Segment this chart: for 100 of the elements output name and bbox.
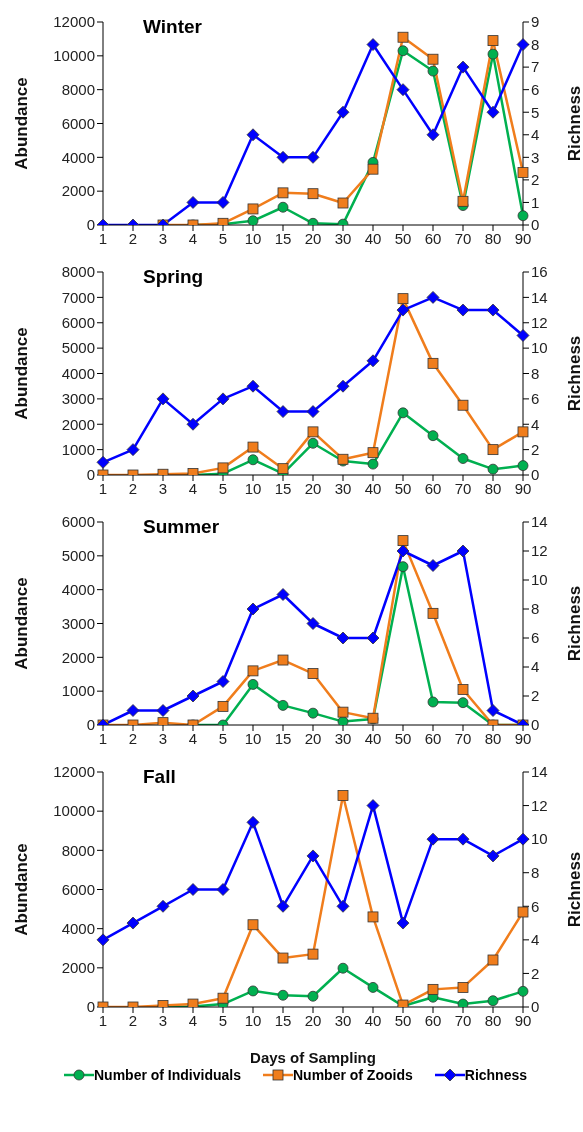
- y-tick-label: 2000: [61, 182, 95, 200]
- y-axis-title: Abundance: [12, 843, 32, 936]
- x-tick-label: 10: [244, 729, 262, 747]
- x-tick-label: 5: [218, 479, 228, 497]
- x-tick-label: 60: [424, 729, 442, 747]
- x-tick-label: 40: [364, 229, 382, 247]
- y2-tick-label: 8: [531, 864, 540, 882]
- x-tick-label: 15: [274, 229, 292, 247]
- x-tick-label: 90: [514, 479, 532, 497]
- y2-tick-label: 6: [531, 897, 540, 915]
- y-tick-label: 0: [86, 716, 95, 734]
- x-tick-label: 1: [98, 1011, 108, 1029]
- y-tick-label: 0: [86, 998, 95, 1016]
- y-tick-label: 3000: [61, 614, 95, 632]
- x-tick-label: 60: [424, 1011, 442, 1029]
- y2-tick-label: 12: [531, 542, 548, 560]
- y2-tick-label: 8: [531, 364, 540, 382]
- x-tick-label: 5: [218, 729, 228, 747]
- y-tick-label: 1000: [61, 440, 95, 458]
- y2-axis-title: Richness: [565, 585, 583, 662]
- y-tick-label: 0: [86, 466, 95, 484]
- x-axis-title: Days of Sampling: [250, 1049, 376, 1066]
- x-tick-label: 30: [334, 229, 352, 247]
- y-tick-label: 1000: [61, 682, 95, 700]
- y2-tick-label: 6: [531, 629, 540, 647]
- y2-tick-label: 2: [531, 440, 540, 458]
- x-tick-label: 20: [304, 729, 322, 747]
- y-tick-label: 4000: [61, 364, 95, 382]
- x-tick-label: 30: [334, 1011, 352, 1029]
- y-tick-label: 12000: [53, 763, 95, 781]
- x-tick-label: 2: [128, 1011, 138, 1029]
- x-tick-label: 40: [364, 729, 382, 747]
- x-tick-label: 50: [394, 729, 412, 747]
- x-tick-label: 90: [514, 729, 532, 747]
- x-tick-label: 10: [244, 1011, 262, 1029]
- x-tick-label: 15: [274, 729, 292, 747]
- y2-tick-label: 2: [531, 687, 540, 705]
- y-axis-title: Abundance: [12, 327, 32, 420]
- y-tick-label: 8000: [61, 841, 95, 859]
- y2-tick-label: 5: [531, 103, 540, 121]
- y-axis-title: Abundance: [12, 577, 32, 670]
- x-tick-label: 1: [98, 229, 108, 247]
- x-tick-label: 3: [158, 229, 168, 247]
- y-axis-title: Abundance: [12, 77, 32, 170]
- y2-tick-label: 0: [531, 716, 540, 734]
- y2-tick-label: 2: [531, 964, 540, 982]
- x-tick-label: 4: [188, 729, 198, 747]
- y-tick-label: 6000: [61, 314, 95, 332]
- x-tick-label: 70: [454, 1011, 472, 1029]
- y2-tick-label: 10: [531, 571, 548, 589]
- x-tick-label: 50: [394, 229, 412, 247]
- x-tick-label: 40: [364, 479, 382, 497]
- x-tick-label: 60: [424, 479, 442, 497]
- x-tick-label: 4: [188, 479, 198, 497]
- y2-tick-label: 4: [531, 931, 540, 949]
- x-tick-label: 50: [394, 1011, 412, 1029]
- y2-tick-label: 4: [531, 658, 540, 676]
- y2-tick-label: 10: [531, 339, 548, 357]
- y-tick-label: 4000: [61, 148, 95, 166]
- x-tick-label: 5: [218, 1011, 228, 1029]
- y-tick-label: 8000: [61, 80, 95, 98]
- chart-title: Summer: [143, 516, 220, 538]
- y2-tick-label: 1: [531, 193, 540, 211]
- x-tick-label: 1: [98, 729, 108, 747]
- x-tick-label: 3: [158, 729, 168, 747]
- x-tick-label: 80: [484, 229, 502, 247]
- y2-tick-label: 3: [531, 148, 540, 166]
- y-tick-label: 2000: [61, 959, 95, 977]
- y-tick-label: 10000: [53, 802, 95, 820]
- x-tick-label: 5: [218, 229, 228, 247]
- y2-axis-title: Richness: [565, 335, 583, 412]
- x-tick-label: 10: [244, 479, 262, 497]
- x-tick-label: 15: [274, 479, 292, 497]
- y2-tick-label: 0: [531, 466, 540, 484]
- x-tick-label: 30: [334, 479, 352, 497]
- x-tick-label: 20: [304, 1011, 322, 1029]
- y-tick-label: 8000: [61, 263, 95, 281]
- y-tick-label: 12000: [53, 13, 95, 31]
- y2-tick-label: 2: [531, 171, 540, 189]
- x-tick-label: 20: [304, 479, 322, 497]
- y-tick-label: 5000: [61, 547, 95, 565]
- x-tick-label: 1: [98, 479, 108, 497]
- y-tick-label: 0: [86, 216, 95, 234]
- y-tick-label: 7000: [61, 288, 95, 306]
- y2-tick-label: 8: [531, 600, 540, 618]
- y2-axis-title: Richness: [565, 85, 583, 162]
- x-tick-label: 2: [128, 729, 138, 747]
- x-tick-label: 10: [244, 229, 262, 247]
- y-tick-label: 10000: [53, 47, 95, 65]
- y-tick-label: 6000: [61, 513, 95, 531]
- y-tick-label: 3000: [61, 390, 95, 408]
- y2-axis-title: Richness: [565, 851, 583, 928]
- y-tick-label: 2000: [61, 415, 95, 433]
- y2-tick-label: 14: [531, 513, 548, 531]
- x-tick-label: 90: [514, 229, 532, 247]
- x-tick-label: 2: [128, 229, 138, 247]
- y2-tick-label: 10: [531, 830, 548, 848]
- x-tick-label: 30: [334, 729, 352, 747]
- x-tick-label: 2: [128, 479, 138, 497]
- y2-tick-label: 4: [531, 126, 540, 144]
